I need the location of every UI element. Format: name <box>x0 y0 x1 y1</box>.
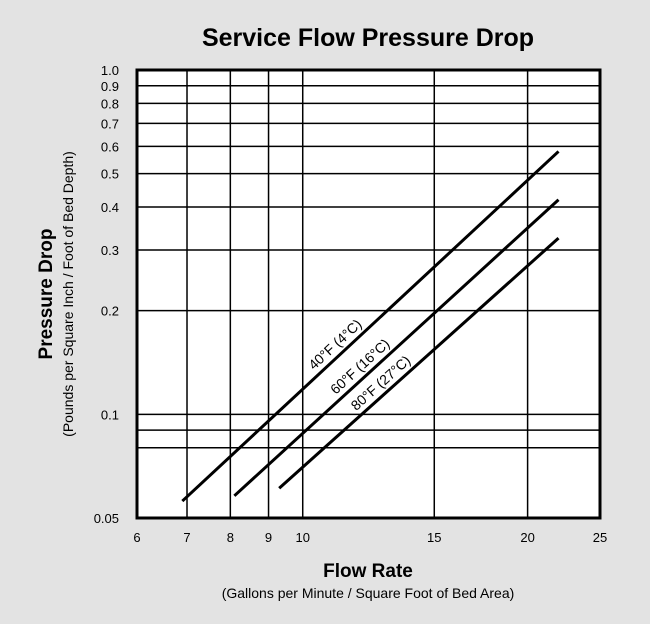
x-tick-label: 20 <box>520 530 534 545</box>
y-tick-label: 0.9 <box>101 79 119 94</box>
x-tick-label: 6 <box>133 530 140 545</box>
chart-title: Service Flow Pressure Drop <box>202 24 534 52</box>
series-line <box>278 236 560 490</box>
y-tick-label: 0.6 <box>101 139 119 154</box>
series-line <box>181 150 560 503</box>
y-tick-label: 0.05 <box>94 511 119 526</box>
y-tick-label: 0.7 <box>101 116 119 131</box>
plot-border <box>135 68 602 520</box>
plot-area <box>137 70 600 518</box>
x-tick-label: 10 <box>295 530 309 545</box>
series-line <box>233 198 560 497</box>
y-axis-label: Pressure Drop <box>36 229 57 360</box>
y-tick-label: 0.3 <box>101 243 119 258</box>
y-tick-label: 0.2 <box>101 304 119 319</box>
y-tick-label: 0.4 <box>101 200 119 215</box>
y-tick-label: 0.1 <box>101 407 119 422</box>
y-axis-sublabel: (Pounds per Square Inch / Foot of Bed De… <box>60 151 76 437</box>
x-axis-sublabel: (Gallons per Minute / Square Foot of Bed… <box>222 585 515 601</box>
x-tick-label: 8 <box>227 530 234 545</box>
x-axis-label: Flow Rate <box>323 561 413 582</box>
x-tick-label: 9 <box>265 530 272 545</box>
y-tick-label: 1.0 <box>101 63 119 78</box>
x-tick-label: 7 <box>183 530 190 545</box>
y-tick-label: 0.8 <box>101 96 119 111</box>
y-tick-label: 0.5 <box>101 167 119 182</box>
x-tick-label: 25 <box>593 530 607 545</box>
x-tick-label: 15 <box>427 530 441 545</box>
